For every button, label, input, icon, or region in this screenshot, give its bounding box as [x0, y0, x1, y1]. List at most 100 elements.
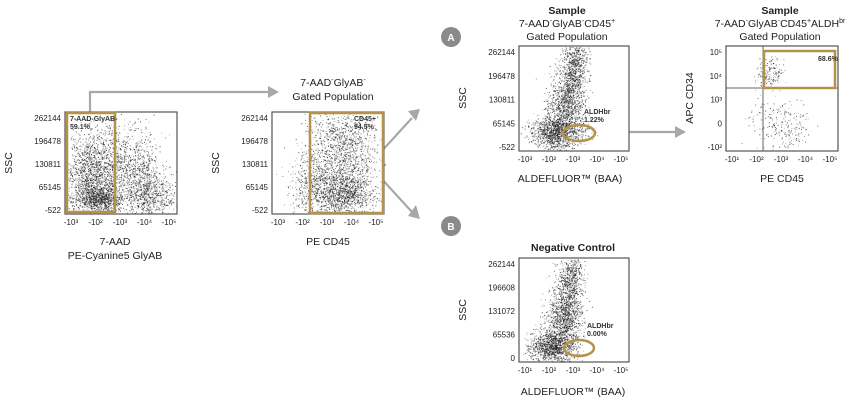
ytick-p2-2: 130811 — [242, 160, 269, 169]
xtick-p2-2: -10³ — [320, 218, 335, 227]
ytick-p2-4: -522 — [252, 206, 269, 215]
ylabel-p5: SSC — [457, 299, 469, 321]
title-p4-line2: Gated Population — [739, 31, 820, 43]
ytick-p3-3: 65145 — [493, 119, 516, 128]
plot-5: Negative Control ALDHbr 0.00% 262144 1966… — [457, 242, 630, 398]
xtick-p1-0: -10³ — [64, 218, 79, 227]
scatter-dots-p3 — [520, 47, 600, 151]
xtick-p2-0: -10³ — [271, 218, 286, 227]
gate-value-p3: 1.22% — [584, 117, 605, 124]
xlabel-p3: ALDEFLUOR™ (BAA) — [518, 173, 622, 185]
xtick-p2-4: -10⁵ — [369, 218, 384, 227]
xtick-p5-1: -10² — [542, 366, 557, 375]
title-p4-line1: 7-AAD-GlyAB-CD45+ALDHbr — [715, 18, 846, 30]
ytick-p4-2: 10³ — [710, 96, 722, 105]
gate-p3 — [561, 123, 597, 143]
arrow-p1-to-p2-head — [268, 86, 279, 98]
gate-label-p2: CD45+ — [354, 116, 376, 123]
ytick-p1-1: 196478 — [34, 137, 61, 146]
ytick-p1-3: 65145 — [39, 183, 62, 192]
gate-p4 — [762, 49, 837, 90]
xtick-p2-1: -10² — [295, 218, 310, 227]
scatter-dots-p5 — [523, 259, 593, 362]
ytick-p4-4: -10² — [708, 143, 723, 152]
xlabel-p5: ALDEFLUOR™ (BAA) — [521, 386, 625, 398]
xtick-p3-2: -10³ — [566, 155, 581, 164]
badge-a: A — [441, 27, 461, 47]
arrow-to-a-head — [408, 109, 420, 121]
ytick-p4-1: 10⁴ — [710, 72, 723, 81]
ytick-p1-4: -522 — [45, 206, 62, 215]
arrow-p3-to-p4-head — [675, 126, 686, 138]
xtick-p5-0: -10¹ — [518, 366, 533, 375]
gating-title-p2-line2: Gated Population — [292, 91, 373, 103]
xtick-p3-3: -10⁴ — [590, 155, 606, 164]
xtick-p3-0: -10³ — [518, 155, 533, 164]
gate-label-p5: ALDHbr — [587, 323, 614, 330]
gate-p1 — [65, 111, 117, 214]
plot-2: CD45+ 94.5% 26214419647813081165145-522-… — [210, 111, 385, 248]
gating-title-p2: 7-AAD-GlyAB- Gated Population — [292, 77, 373, 103]
arrow-p1-to-p2 — [88, 90, 268, 112]
title-p5-bold: Negative Control — [531, 242, 615, 254]
ytick-p4-0: 10⁵ — [710, 48, 722, 57]
xlabel-p1-line1: 7-AAD — [100, 236, 131, 248]
title-p3-line1: 7-AAD-GlyAB-CD45+ — [519, 18, 615, 30]
title-p3-bold: Sample — [548, 5, 586, 17]
arrow-to-b-head — [408, 205, 420, 219]
ytick-p3-0: 262144 — [488, 48, 515, 57]
xtick-p5-2: -10³ — [566, 366, 581, 375]
ytick-p4-3: 0 — [718, 119, 723, 128]
ytick-p2-0: 262144 — [241, 114, 268, 123]
ytick-p3-4: -522 — [499, 143, 516, 152]
badge-b-text: B — [447, 222, 454, 233]
ylabel-p1: SSC — [3, 152, 15, 174]
plot-3: Sample 7-AAD-GlyAB-CD45+ Gated Populatio… — [457, 5, 630, 185]
gate-p5 — [562, 338, 596, 358]
gate-value-p5: 0.00% — [587, 331, 608, 338]
ytick-p1-0: 262144 — [34, 114, 61, 123]
gate-value-p4: 68.6% — [818, 56, 839, 63]
ytick-p3-2: 130811 — [489, 96, 516, 105]
xtick-p5-3: -10⁴ — [590, 366, 606, 375]
ytick-p2-1: 196478 — [241, 137, 268, 146]
ytick-p5-4: 0 — [511, 354, 516, 363]
xtick-p1-1: -10² — [88, 218, 103, 227]
xtick-p4-4: -10⁵ — [823, 155, 838, 164]
title-p3-line2: Gated Population — [526, 31, 607, 43]
ytick-p3-1: 196478 — [488, 72, 515, 81]
ytick-p1-2: 130811 — [35, 160, 62, 169]
xtick-p4-1: -10² — [749, 155, 764, 164]
xtick-p4-0: -10¹ — [725, 155, 740, 164]
xtick-p1-2: -10³ — [113, 218, 128, 227]
plot-4: Sample 7-AAD-GlyAB-CD45+ALDHbr Gated Pop… — [684, 5, 846, 185]
ytick-p5-0: 262144 — [488, 260, 515, 269]
gate-label-p3: ALDHbr — [584, 109, 611, 116]
xtick-p1-4: -10⁵ — [162, 218, 177, 227]
xtick-p3-4: -10⁵ — [614, 155, 629, 164]
xlabel-p1-line2: PE-Cyanine5 GlyAB — [68, 250, 163, 262]
gate-label-p1: 7-AAD-GlyAB- — [70, 116, 118, 123]
ytick-p5-2: 131072 — [488, 307, 515, 316]
xlabel-p2: PE CD45 — [306, 236, 350, 248]
badge-b: B — [441, 216, 461, 236]
gate-value-p1: 59.1% — [70, 124, 91, 131]
xtick-p4-2: -10³ — [774, 155, 789, 164]
ytick-p5-3: 65536 — [493, 331, 516, 340]
title-p4-bold: Sample — [761, 5, 799, 17]
xtick-p4-3: -10⁴ — [798, 155, 814, 164]
plot-1: 7-AAD-GlyAB- 59.1% 262144 196478 130811 651… — [3, 111, 178, 262]
xtick-p5-4: -10⁵ — [614, 366, 629, 375]
ytick-p2-3: 65145 — [246, 183, 269, 192]
ylabel-p2: SSC — [210, 152, 222, 174]
xtick-p3-1: -10² — [542, 155, 557, 164]
axis-ticks-p5: 262144 196608 131072 65536 0-10¹ -10² -10³ -10⁴… — [488, 260, 628, 375]
badge-a-text: A — [447, 33, 454, 44]
ytick-p5-1: 196608 — [488, 284, 515, 293]
xlabel-p4: PE CD45 — [760, 173, 804, 185]
gate-p2 — [308, 111, 385, 215]
